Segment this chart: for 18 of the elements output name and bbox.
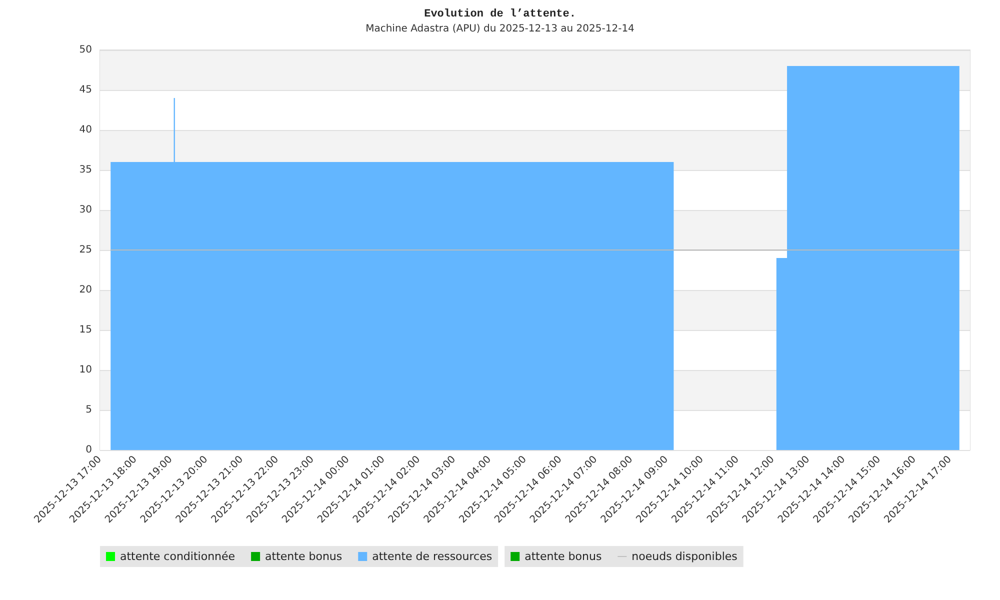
legend-label: attente de ressources	[372, 550, 492, 563]
y-tick-label: 15	[79, 324, 92, 336]
legend-label: noeuds disponibles	[632, 550, 738, 563]
legend-label: attente bonus	[524, 550, 602, 563]
legend-label: attente conditionnée	[120, 550, 236, 563]
y-tick-label: 0	[86, 444, 92, 456]
y-tick-label: 40	[79, 124, 92, 136]
legend-label: attente bonus	[265, 550, 342, 563]
y-tick-label: 25	[79, 244, 92, 256]
y-tick-label: 45	[79, 84, 92, 96]
y-tick-label: 35	[79, 164, 92, 176]
y-tick-label: 20	[79, 284, 92, 296]
chart-subtitle: Machine Adastra (APU) du 2025-12-13 au 2025-12-14	[366, 24, 634, 34]
y-tick-label: 50	[79, 44, 92, 56]
y-tick-label: 5	[86, 404, 92, 416]
y-tick-label: 30	[79, 204, 92, 216]
chart-title: Evolution de l’attente.	[424, 8, 576, 20]
y-tick-label: 10	[79, 364, 92, 376]
